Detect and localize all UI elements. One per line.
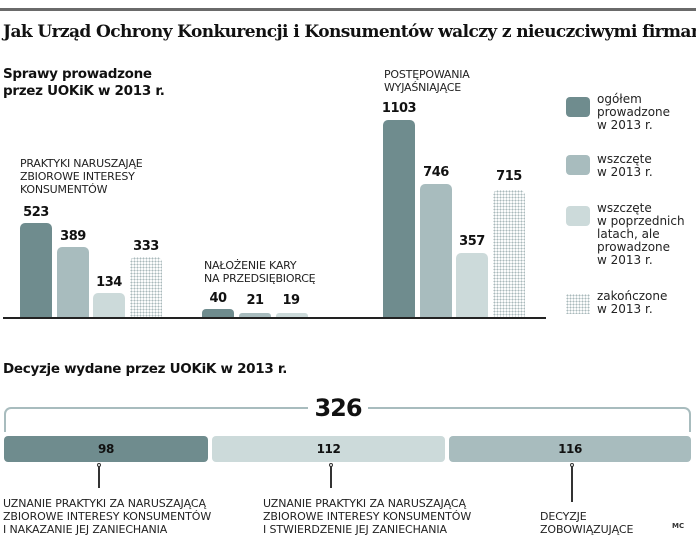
legend-line: zakończone — [597, 289, 668, 303]
label-line: UZNANIE PRAKTYKI ZA NARUSZAJĄCĄ — [263, 497, 466, 510]
value-label: 21 — [246, 293, 264, 308]
label-line: NA PRZEDSIĘBIORCĘ — [204, 272, 316, 285]
bar-penalty-previous — [276, 313, 308, 317]
decision-label-prohibition: UZNANIE PRAKTYKI ZA NARUSZAJĄCĄ ZBIOROWE… — [3, 497, 211, 536]
legend-line: w 2013 r. — [597, 118, 653, 132]
subtitle-line: Sprawy prowadzone — [3, 66, 152, 82]
legend-line: prowadzone — [597, 105, 671, 119]
legend-line: w poprzednich — [597, 214, 685, 228]
value-label: 333 — [133, 239, 159, 254]
legend-item-started: wszczęte w 2013 r. — [566, 153, 696, 179]
label-line: WYJAŚNIAJĄCE — [384, 81, 461, 94]
author-credit: MC — [672, 522, 685, 530]
pin-line — [98, 466, 100, 488]
bar-investigations-previous — [456, 253, 488, 317]
label-line: PRAKTYKI NARUSZAJĄE — [20, 157, 143, 170]
legend-line: w 2013 r. — [597, 302, 653, 316]
value-label: 40 — [209, 291, 227, 306]
legend-swatch — [566, 206, 590, 226]
bar-practices-previous — [93, 293, 125, 317]
segment-value: 98 — [98, 442, 114, 456]
top-rule — [0, 8, 696, 11]
legend-line: w 2013 r. — [597, 165, 653, 179]
pin-line — [571, 466, 573, 502]
label-line: I STWIERDZENIE JEJ ZANIECHANIA — [263, 523, 447, 536]
label-line: KONSUMENTÓW — [20, 183, 108, 196]
legend-label: wszczęte w poprzednich latach, ale prowa… — [597, 202, 696, 267]
bar-practices-total — [20, 223, 52, 317]
legend-line: w 2013 r. — [597, 253, 653, 267]
value-label: 746 — [423, 165, 449, 180]
value-label: 357 — [459, 234, 485, 249]
legend-swatch — [566, 97, 590, 117]
label-line: ZBIOROWE INTERESY KONSUMENTÓW — [263, 510, 472, 523]
label-line: NAŁOŻENIE KARY — [204, 259, 297, 272]
bar-practices-started — [57, 247, 89, 317]
group-label-investigations: POSTĘPOWANIA WYJAŚNIAJĄCE — [384, 68, 470, 94]
label-line: POSTĘPOWANIA — [384, 68, 470, 81]
label-line: ZOBOWIĄZUJĄCE — [540, 523, 634, 536]
legend-swatch — [566, 294, 590, 314]
legend-item-total: ogółem prowadzone w 2013 r. — [566, 93, 696, 132]
group-label-practices: PRAKTYKI NARUSZAJĄE ZBIOROWE INTERESY KO… — [20, 157, 143, 196]
decision-label-cessation: UZNANIE PRAKTYKI ZA NARUSZAJĄCĄ ZBIOROWE… — [263, 497, 471, 536]
legend-line: wszczęte — [597, 201, 652, 215]
pin-line — [330, 466, 332, 488]
value-label: 715 — [496, 169, 522, 184]
bar-penalty-total — [202, 309, 234, 317]
bar-practices-finished — [130, 257, 162, 317]
segment-commitment: 116 — [449, 436, 691, 462]
legend-swatch — [566, 155, 590, 175]
legend-item-finished: zakończone w 2013 r. — [566, 290, 696, 316]
segment-value: 116 — [558, 442, 582, 456]
x-axis-baseline — [3, 317, 546, 319]
label-line: ZBIOROWE INTERESY KONSUMENTÓW — [3, 510, 212, 523]
section-title-cases: Sprawy prowadzone przez UOKiK w 2013 r. — [3, 66, 165, 100]
legend-line: wszczęte — [597, 152, 652, 166]
legend-label: zakończone w 2013 r. — [597, 290, 696, 316]
bar-investigations-finished — [493, 190, 525, 317]
decision-label-commitment: DECYZJE ZOBOWIĄZUJĄCE — [540, 510, 633, 536]
bar-investigations-started — [420, 184, 452, 317]
legend-label: wszczęte w 2013 r. — [597, 153, 696, 179]
group-label-penalty: NAŁOŻENIE KARY NA PRZEDSIĘBIORCĘ — [204, 259, 316, 285]
label-line: ZBIOROWE INTERESY — [20, 170, 135, 183]
chart-title: Jak Urząd Ochrony Konkurencji i Konsumen… — [3, 22, 696, 42]
value-label: 523 — [23, 205, 49, 220]
total-decisions: 326 — [308, 394, 368, 422]
label-line: I NAKAZANIE JEJ ZANIECHANIA — [3, 523, 168, 536]
legend-line: ogółem — [597, 92, 642, 106]
legend-line: latach, ale — [597, 227, 660, 241]
section-title-decisions: Decyzje wydane przez UOKiK w 2013 r. — [3, 361, 288, 377]
value-label: 389 — [60, 229, 86, 244]
subtitle-line: przez UOKiK w 2013 r. — [3, 83, 165, 99]
segment-value: 112 — [316, 442, 341, 456]
segment-prohibition: 98 — [4, 436, 208, 462]
label-line: DECYZJE — [540, 510, 587, 523]
value-label: 19 — [282, 293, 300, 308]
legend-line: prowadzone — [597, 240, 671, 254]
value-label: 1103 — [381, 101, 417, 116]
value-label: 134 — [96, 275, 122, 290]
segment-cessation: 112 — [212, 436, 445, 462]
bar-penalty-started — [239, 313, 271, 317]
label-line: UZNANIE PRAKTYKI ZA NARUSZAJĄCĄ — [3, 497, 206, 510]
legend-item-previous: wszczęte w poprzednich latach, ale prowa… — [566, 202, 696, 267]
bar-investigations-total — [383, 120, 415, 317]
legend-label: ogółem prowadzone w 2013 r. — [597, 93, 696, 132]
